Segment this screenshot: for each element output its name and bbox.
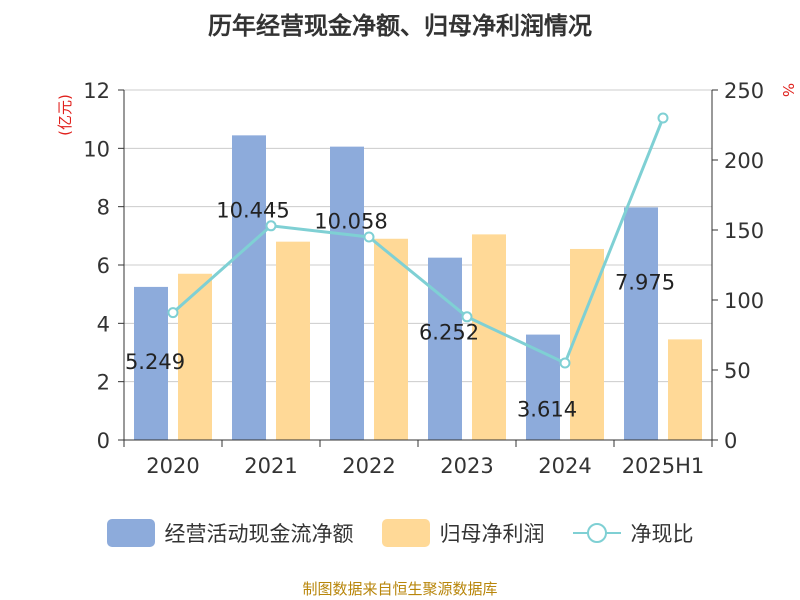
x-tick-label: 2024 [538, 454, 591, 478]
axes: 0 2 4 6 8 10 12 0 50 100 150 200 250 (亿元)% 2020 2021 202… [56, 79, 797, 478]
ratio-point [559, 357, 571, 369]
legend: 经营活动现金流净额 归母净利润 净现比 [0, 518, 800, 548]
source-note: 制图数据来自恒生聚源数据库 [302, 580, 498, 598]
legend-label-cashflow: 经营活动现金流净额 [164, 522, 354, 546]
data-label-cashflow: 3.614 [517, 398, 577, 422]
bar-profit [276, 241, 310, 440]
legend-swatch-cashflow [106, 519, 155, 547]
y-left-tick-label: 6 [97, 254, 110, 278]
legend-swatch-profit [381, 519, 430, 547]
legend-swatch-ratio [572, 519, 621, 547]
y-left-tick-label: 4 [97, 312, 110, 336]
data-label-cashflow: 10.058 [314, 210, 387, 234]
ratio-point [657, 112, 669, 124]
data-label-cashflow: 6.252 [419, 321, 479, 345]
y-right-tick-label: 250 [724, 79, 764, 103]
bar-series [134, 135, 702, 440]
bar-cashflow [330, 146, 364, 440]
bar-profit [668, 339, 702, 440]
y-left-tick-label: 10 [83, 137, 110, 161]
legend-label-profit: 归母净利润 [439, 522, 545, 546]
bar-cashflow [526, 334, 560, 440]
x-tick-label: 2022 [342, 454, 395, 478]
line-series [167, 112, 669, 369]
data-label-cashflow: 5.249 [125, 350, 185, 374]
ratio-line [172, 117, 665, 366]
x-tick-label: 2023 [440, 454, 493, 478]
data-label-cashflow: 7.975 [615, 270, 675, 294]
y-right-tick-label: 100 [724, 289, 764, 313]
grid-lines [124, 89, 712, 383]
legend-item-cashflow[interactable]: 经营活动现金流净额 [106, 518, 354, 548]
ratio-point [461, 311, 473, 323]
x-tick-label: 2021 [244, 454, 297, 478]
y-right-tick-label: 50 [724, 359, 751, 383]
y-right-tick-label: 200 [724, 149, 764, 173]
y-left-tick-label: 2 [97, 371, 110, 395]
y-right-unit: % [779, 83, 797, 97]
y-left-unit: (亿元) [56, 94, 74, 136]
y-right-tick-label: 150 [724, 219, 764, 243]
ratio-point [167, 307, 179, 319]
bar-profit [374, 238, 408, 440]
bar-cashflow [232, 135, 266, 440]
y-left-tick-label: 12 [83, 79, 110, 103]
data-labels: 5.249 10.445 10.058 6.252 3.614 7.975 [125, 198, 675, 421]
y-left-tick-label: 0 [97, 429, 110, 453]
legend-item-profit[interactable]: 归母净利润 [381, 518, 545, 548]
bar-cashflow [134, 286, 168, 440]
y-left-tick-label: 8 [97, 196, 110, 220]
legend-label-ratio: 净现比 [630, 522, 694, 546]
x-tick-label: 2020 [146, 454, 199, 478]
x-tick-label: 2025H1 [622, 454, 705, 478]
chart-title: 历年经营现金净额、归母净利润情况 [208, 12, 592, 40]
ratio-point [363, 231, 375, 243]
bar-profit [472, 234, 506, 440]
data-label-cashflow: 10.445 [216, 198, 289, 222]
y-right-tick-label: 0 [724, 429, 737, 453]
ratio-point [265, 220, 277, 232]
bar-cashflow [428, 257, 462, 440]
legend-item-ratio[interactable]: 净现比 [572, 518, 694, 548]
bar-cashflow [624, 207, 658, 440]
